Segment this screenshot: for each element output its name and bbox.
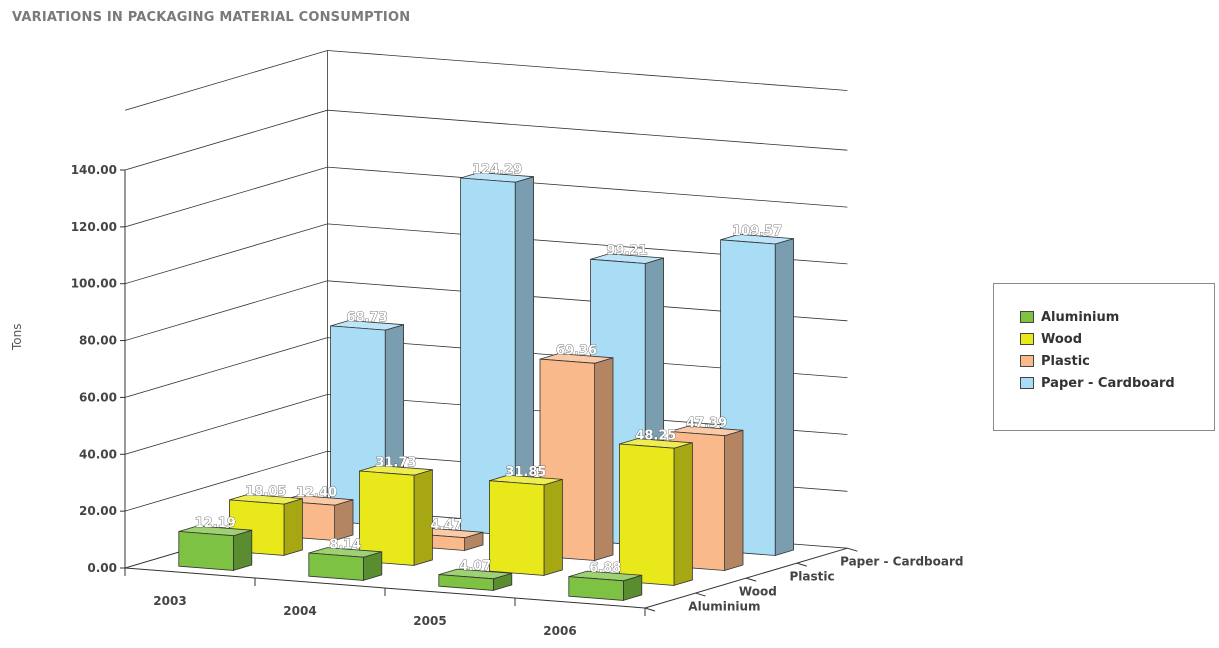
x-tick-label: 2004 (283, 604, 316, 618)
data-label: 12.19 (195, 516, 236, 531)
data-label: 12.40 (296, 485, 337, 500)
depth-tick (796, 562, 807, 567)
data-label: 68.73 (347, 310, 388, 325)
y-tick-label: 140.00 (71, 163, 117, 177)
x-tick-label: 2003 (153, 594, 186, 608)
legend-swatch (1020, 355, 1034, 367)
data-label: 47.39 (686, 416, 727, 431)
bar-wood-2004 (358, 465, 433, 566)
data-label: 48.25 (635, 428, 676, 443)
data-label: 124.29 (472, 162, 522, 177)
y-tick-label: 20.00 (79, 504, 117, 518)
legend-item: Wood (1020, 328, 1214, 350)
legend-label: Paper - Cardboard (1041, 375, 1175, 391)
data-label: 99.21 (607, 244, 648, 259)
y-tick-label: 0.00 (87, 561, 117, 575)
depth-tick (644, 607, 656, 612)
legend-item: Aluminium (1020, 306, 1214, 328)
chart-labels: 0.00 20.00 40.00 60.00 80.00 100.00 120.00 140.… (71, 162, 964, 638)
depth-tick (847, 547, 858, 552)
back-wall (327, 50, 848, 549)
bar-wood-2006 (619, 438, 693, 586)
y-tick-label: 100.00 (71, 277, 117, 291)
depth-tick (695, 592, 706, 597)
legend-swatch (1020, 311, 1034, 323)
data-label: 18.05 (245, 484, 286, 499)
data-label: 8.14 (329, 537, 361, 552)
y-tick-label: 120.00 (71, 220, 117, 234)
legend-item: Plastic (1020, 350, 1214, 372)
data-label: 4.47 (430, 518, 462, 533)
depth-tick-label: Paper - Cardboard (840, 555, 963, 569)
y-tick-label: 80.00 (79, 334, 117, 348)
x-tick-label: 2005 (413, 614, 446, 628)
depth-tick (746, 577, 757, 582)
bar-wood-2005 (488, 474, 563, 576)
data-label: 31.85 (505, 465, 546, 480)
legend-label: Wood (1041, 331, 1083, 347)
bar-aluminium-2006 (568, 570, 643, 601)
legend-label: Plastic (1041, 353, 1090, 369)
depth-tick-label: Plastic (790, 570, 835, 584)
x-tick-label: 2006 (543, 624, 576, 638)
bar-paper-cardboard-2004 (460, 172, 534, 537)
left-wall (125, 50, 328, 568)
depth-tick-label: Aluminium (688, 600, 760, 614)
legend-swatch (1020, 377, 1034, 389)
chart-walls (125, 50, 848, 568)
legend-label: Aluminium (1041, 309, 1120, 325)
data-label: 69.36 (556, 343, 597, 358)
depth-tick-label: Wood (739, 585, 777, 599)
legend: Aluminium Wood Plastic Paper - Cardboard (993, 283, 1215, 431)
legend-item: Paper - Cardboard (1020, 372, 1214, 394)
bar-aluminium-2003 (178, 525, 253, 571)
y-tick-label: 40.00 (79, 447, 117, 461)
chart-bars (178, 172, 794, 601)
legend-swatch (1020, 333, 1034, 345)
data-label: 4.07 (459, 559, 491, 574)
bar-aluminium-2005 (438, 568, 513, 591)
data-label: 31.73 (375, 455, 416, 470)
data-label: 6.88 (589, 561, 621, 576)
chart-title: VARIATIONS IN PACKAGING MATERIAL CONSUMP… (12, 10, 411, 25)
data-label: 109.57 (732, 224, 782, 239)
y-tick-label: 60.00 (79, 390, 117, 404)
bar-aluminium-2004 (308, 547, 383, 581)
